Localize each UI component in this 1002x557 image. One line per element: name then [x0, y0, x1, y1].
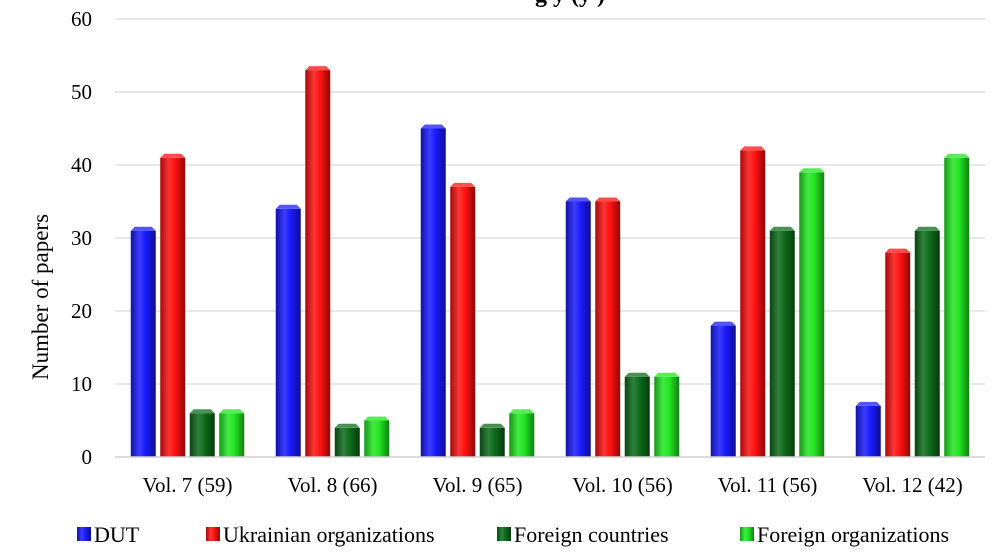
bar-cap: [624, 372, 650, 377]
bar: [565, 201, 591, 457]
bar: [420, 128, 446, 457]
x-tick-label: Vol. 10 (56): [572, 473, 673, 497]
bar: [450, 186, 476, 457]
legend-swatch: [497, 527, 511, 541]
bar: [885, 252, 911, 457]
bar: [334, 427, 360, 457]
bar-cap: [595, 197, 621, 202]
legend-label: Foreign organizations: [757, 522, 949, 547]
bar-cap: [769, 226, 795, 231]
x-tick-label: Vol. 9 (65): [432, 473, 522, 497]
y-tick-label: 20: [71, 299, 92, 323]
bar: [219, 413, 245, 457]
bar-cap: [509, 409, 535, 414]
bar: [305, 70, 331, 457]
y-tick-label: 60: [71, 7, 92, 31]
legend-swatch: [740, 527, 754, 541]
y-tick-label: 30: [71, 226, 92, 250]
chart-title: g y (y ): [535, 0, 605, 8]
bar: [855, 405, 881, 457]
y-axis-tick-labels: 0 10 20 30 40 50 60: [71, 7, 92, 469]
bar-cap: [565, 197, 591, 202]
bar-cap: [799, 168, 825, 173]
bar-cap: [130, 226, 156, 231]
bar-cap: [740, 146, 766, 151]
bar-cap: [219, 409, 245, 414]
x-tick-label: Vol. 11 (56): [718, 473, 818, 497]
y-axis-title: Number of papers: [28, 214, 53, 380]
bar: [479, 427, 505, 457]
bar: [710, 325, 736, 457]
bar-cap: [654, 372, 680, 377]
bar-cap: [885, 248, 911, 253]
bar: [799, 172, 825, 458]
bar-cap: [334, 423, 360, 428]
legend-label: DUT: [94, 522, 140, 547]
bar: [189, 413, 215, 457]
y-tick-label: 50: [71, 80, 92, 104]
bar: [275, 208, 301, 457]
y-tick-label: 10: [71, 372, 92, 396]
bar-cap: [189, 409, 215, 414]
legend: DUT Ukrainian organizations Foreign countr…: [77, 522, 949, 547]
bar: [130, 230, 156, 457]
bar: [944, 157, 970, 457]
x-axis-tick-labels: Vol. 7 (59) Vol. 8 (66) Vol. 9 (65) Vol. 10…: [142, 473, 962, 497]
y-tick-label: 40: [71, 153, 92, 177]
bar: [595, 201, 621, 457]
x-tick-label: Vol. 8 (66): [287, 473, 377, 497]
bar: [740, 150, 766, 457]
legend-label: Foreign countries: [514, 522, 669, 547]
bar-cap: [855, 401, 881, 406]
bar: [624, 376, 650, 457]
y-tick-label: 0: [82, 445, 93, 469]
gridlines: [115, 18, 985, 385]
legend-swatch: [77, 527, 91, 541]
x-tick-label: Vol. 7 (59): [142, 473, 232, 497]
bar: [654, 376, 680, 457]
bar-cap: [305, 66, 331, 71]
bar-cap: [914, 226, 940, 231]
bar-cap: [479, 423, 505, 428]
bar-cap: [944, 153, 970, 158]
bar-cap: [420, 124, 446, 129]
legend-label: Ukrainian organizations: [223, 522, 435, 547]
bar-cap: [710, 321, 736, 326]
bars: [130, 66, 970, 458]
bar: [364, 420, 390, 457]
bar-cap: [364, 416, 390, 421]
bar-cap: [450, 182, 476, 187]
bar: [769, 230, 795, 457]
bar-cap: [275, 204, 301, 209]
bar: [160, 157, 186, 457]
bar: [509, 413, 535, 457]
bar-cap: [160, 153, 186, 158]
legend-swatch: [206, 527, 220, 541]
bar: [914, 230, 940, 457]
x-tick-label: Vol. 12 (42): [862, 473, 963, 497]
